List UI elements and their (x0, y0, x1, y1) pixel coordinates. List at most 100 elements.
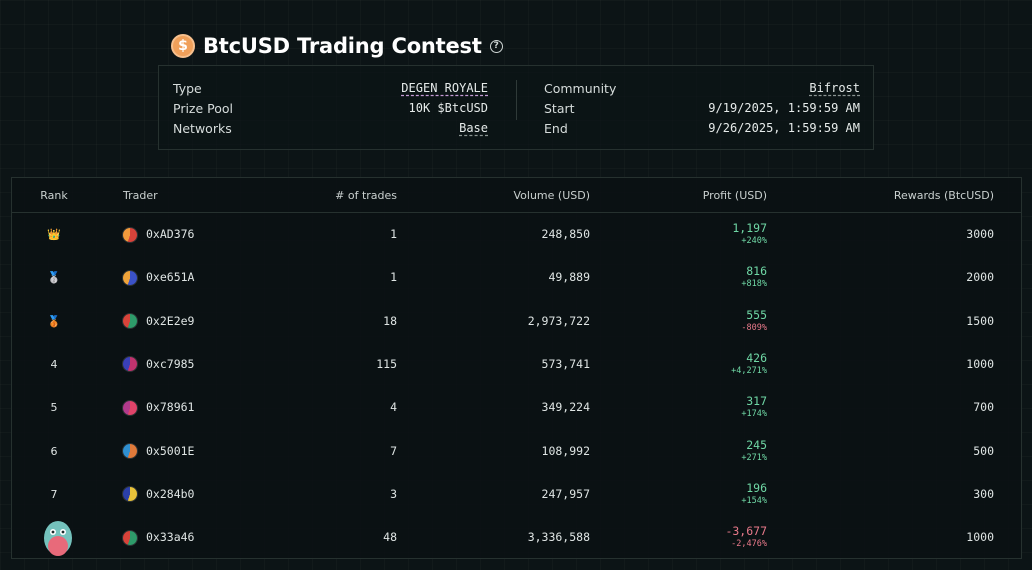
trader-address[interactable]: 0x33a46 (146, 530, 195, 545)
contest-info-panel: Type DEGEN ROYALE Prize Pool 10K $BtcUSD… (158, 65, 874, 150)
profit-percent: -2,476% (731, 539, 767, 550)
trader-avatar-icon (123, 357, 137, 372)
col-trader[interactable]: Trader (123, 189, 158, 202)
trader-avatar-icon (123, 227, 137, 242)
trader-cell[interactable]: 0x33a46 (123, 516, 194, 559)
col-profit[interactable]: Profit (USD) (702, 189, 767, 202)
profit-value: 317 (746, 394, 767, 409)
table-row[interactable]: 7 0x284b0 3 247,957 196 +154% 300 (12, 473, 1021, 516)
end-value: 9/26/2025, 1:59:59 AM (708, 121, 860, 135)
trades-cell: 3 (390, 486, 397, 501)
dollar-coin-icon: $ (171, 34, 195, 58)
rewards-cell: 2000 (966, 270, 994, 285)
networks-label: Networks (173, 120, 232, 136)
table-row[interactable]: 5 0x78961 4 349,224 317 +174% 700 (12, 386, 1021, 429)
trader-avatar-icon (123, 487, 137, 502)
community-value-link[interactable]: Bifrost (809, 81, 860, 95)
trades-cell: 4 (390, 400, 397, 415)
trader-address[interactable]: 0xAD376 (146, 227, 195, 241)
trader-address[interactable]: 0x284b0 (146, 486, 195, 501)
profit-percent: +240% (741, 236, 767, 246)
rewards-cell: 1000 (966, 530, 994, 545)
profit-value: 1,197 (732, 221, 767, 235)
volume-cell: 3,336,588 (527, 530, 590, 545)
trader-cell[interactable]: 0x2E2e9 (123, 300, 194, 343)
profit-cell: 245 +271% (667, 439, 767, 464)
profit-percent: +174% (741, 409, 767, 420)
table-row[interactable]: 6 0x5001E 7 108,992 245 +271% 500 (12, 430, 1021, 473)
start-label: Start (544, 100, 575, 116)
volume-cell: 49,889 (548, 270, 590, 285)
community-row: Community (544, 78, 616, 98)
profit-cell: 816 +818% (667, 265, 767, 290)
rank-cell: 4 (50, 357, 58, 371)
trader-cell[interactable]: 0xc7985 (123, 343, 194, 386)
profit-value: 196 (746, 480, 767, 495)
table-row[interactable]: 4 0xc7985 115 573,741 426 +4,271% 1000 (12, 343, 1021, 386)
trader-cell[interactable]: 0xAD376 (123, 213, 194, 256)
volume-cell: 2,973,722 (527, 313, 590, 328)
rank-cell: 🥈 (47, 271, 61, 285)
rank-cell: 🥉 (47, 314, 61, 328)
trader-cell[interactable]: 0xe651A (123, 256, 194, 299)
trader-cell[interactable]: 0x5001E (123, 430, 194, 473)
trader-address[interactable]: 0xe651A (146, 270, 195, 285)
trader-address[interactable]: 0x2E2e9 (146, 313, 195, 328)
networks-value-link[interactable]: Base (459, 121, 488, 135)
table-row[interactable]: 0x33a46 48 3,336,588 -3,677 -2,476% 1000 (12, 516, 1021, 559)
trader-address[interactable]: 0xc7985 (146, 356, 195, 371)
volume-cell: 247,957 (541, 486, 590, 501)
profit-percent: +271% (741, 452, 767, 463)
type-value-link[interactable]: DEGEN ROYALE (401, 81, 488, 95)
profit-cell: 196 +154% (667, 482, 767, 507)
table-row[interactable]: 🥈 0xe651A 1 49,889 816 +818% 2000 (12, 256, 1021, 299)
trader-cell[interactable]: 0x78961 (123, 386, 194, 429)
prize-row: Prize Pool (173, 98, 233, 118)
volume-cell: 108,992 (541, 443, 590, 458)
community-label: Community (544, 80, 617, 96)
mascot-sticker-icon (44, 521, 72, 556)
help-icon[interactable]: ? (489, 39, 503, 53)
end-label: End (544, 120, 568, 136)
col-rank[interactable]: Rank (40, 189, 68, 202)
type-row: Type (173, 78, 202, 98)
profit-percent: +4,271% (731, 365, 767, 376)
volume-cell: 248,850 (541, 227, 590, 241)
profit-cell: 426 +4,271% (667, 352, 767, 377)
trader-address[interactable]: 0x78961 (146, 400, 195, 415)
col-trades[interactable]: # of trades (335, 189, 397, 202)
type-label: Type (173, 80, 202, 96)
contest-header: $ BtcUSD Trading Contest ? (171, 33, 503, 59)
prize-value-row: 10K $BtcUSD (409, 98, 488, 118)
end-row: End (544, 118, 568, 138)
trader-avatar-icon (123, 314, 137, 329)
profit-value: 555 (746, 307, 767, 322)
prize-pool-label: Prize Pool (173, 100, 234, 116)
table-row[interactable]: 👑 0xAD376 1 248,850 1,197 +240% 3000 (12, 213, 1021, 256)
trader-avatar-icon (123, 270, 137, 285)
profit-cell: 555 -809% (667, 309, 767, 334)
profit-value: 245 (746, 437, 767, 452)
trader-cell[interactable]: 0x284b0 (123, 473, 194, 516)
type-value-row: DEGEN ROYALE (401, 78, 488, 98)
start-value: 9/19/2025, 1:59:59 AM (708, 101, 860, 115)
trades-cell: 7 (390, 443, 397, 458)
table-row[interactable]: 🥉 0x2E2e9 18 2,973,722 555 -809% 1500 (12, 300, 1021, 343)
trades-cell: 18 (383, 313, 397, 328)
profit-value: 816 (746, 264, 767, 279)
table-header: Rank Trader # of trades Volume (USD) Pro… (12, 178, 1021, 213)
rank-cell: 7 (50, 487, 58, 501)
rank-cell: 👑 (47, 228, 61, 241)
rewards-cell: 700 (973, 400, 994, 415)
profit-cell: 317 +174% (667, 395, 767, 420)
trades-cell: 115 (376, 356, 397, 371)
community-value-row: Bifrost (809, 78, 860, 98)
col-rewards[interactable]: Rewards (BtcUSD) (893, 189, 994, 202)
trader-avatar-icon (123, 444, 137, 458)
start-row: Start (544, 98, 575, 118)
col-volume[interactable]: Volume (USD) (513, 189, 591, 202)
networks-value-row: Base (459, 118, 488, 138)
rewards-cell: 300 (973, 486, 994, 501)
profit-cell: 1,197 +240% (667, 222, 767, 247)
trader-address[interactable]: 0x5001E (146, 443, 195, 458)
